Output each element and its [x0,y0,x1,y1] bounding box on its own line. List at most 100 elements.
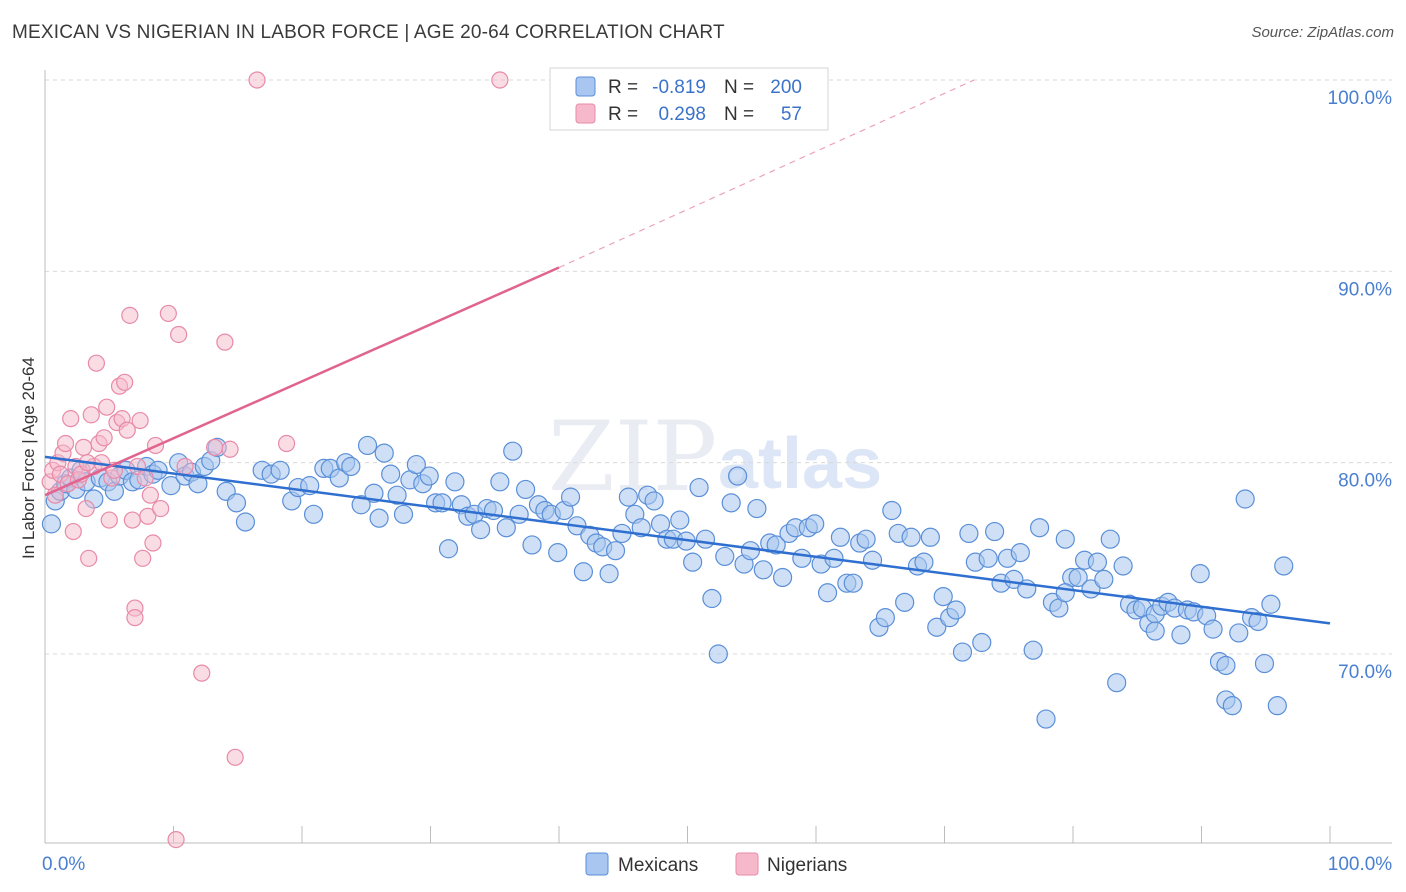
mexicans-point-92 [670,510,690,530]
nigerians-point-8 [62,410,80,428]
nigerians-point-35 [131,411,149,430]
mexicans-point-66 [503,441,523,461]
mexicans-point-161 [1113,556,1133,576]
y-tick-label-3: 70.0% [1338,662,1392,683]
mexicans-point-136 [952,642,973,662]
y-axis-label: In Labor Force | Age 20-64 [19,357,38,559]
nigerians-point-15 [80,549,98,567]
nigerians-trend-line [44,266,560,497]
mexicans-point-41 [341,456,361,477]
nigerians-point-50 [226,748,244,766]
nigerians-points [41,71,509,849]
mexicans-point-157 [1087,552,1108,572]
mexicans-point-127 [895,592,915,612]
mexicans-point-86 [631,518,651,538]
mexicans-point-125 [882,500,902,521]
legend-n-value-nigerians: 57 [781,104,802,125]
mexicans-point-148 [1029,518,1050,538]
mexicans-point-107 [766,535,786,555]
mexicans-point-119 [843,573,863,593]
mexicans-point-184 [1261,594,1281,614]
nigerians-trend-line-extended [558,79,975,269]
mexicans-point-75 [560,487,581,507]
nigerians-point-48 [216,333,234,351]
mexicans-point-170 [1171,625,1191,645]
chart-title: MEXICAN VS NIGERIAN IN LABOR FORCE | AGE… [12,22,725,43]
y-tick-label-2: 80.0% [1338,471,1392,492]
bottom-legend: Mexicans Nigerians [585,852,847,876]
mexicans-point-173 [1190,564,1210,584]
nigerians-point-43 [159,304,177,323]
nigerians-point-13 [74,438,93,456]
nigerians-point-42 [152,499,170,518]
mexicans-point-139 [972,632,992,653]
mexicans-point-105 [753,560,773,580]
nigerians-point-49 [221,440,239,458]
mexicans-point-135 [946,600,966,620]
grid [45,79,1392,655]
mexicans-point-115 [817,583,838,603]
nigerians-point-46 [193,664,211,682]
mexicans-point-158 [1094,569,1114,589]
x-tick-labels: 0.0% 100.0% [42,854,1392,875]
mexicans-point-124 [875,608,895,628]
mexicans-point-180 [1235,489,1255,509]
mexicans-point-48 [387,485,407,505]
nigerians-point-38 [139,507,157,525]
mexicans-point-97 [702,588,722,609]
mexicans-point-141 [985,521,1005,542]
mexicans-point-96 [695,529,716,549]
bottom-legend-swatch-nigerians [735,852,759,876]
legend-n-label-nigerians: N = [724,104,754,125]
mexicans-point-82 [605,541,626,561]
legend-n-label-mexicans: N = [724,77,754,98]
mexicans-point-145 [1010,542,1030,563]
nigerians-point-23 [100,511,118,529]
x-tick-label-0: 0.0% [42,854,85,875]
nigerians-point-40 [144,534,162,552]
mexicans-point-36 [303,504,324,524]
mexicans-point-0 [41,514,62,534]
mexicans-point-23 [188,474,208,494]
mexicans-point-68 [515,479,536,500]
nigerians-point-53 [491,71,509,89]
nigerians-point-51 [248,71,266,89]
watermark-atlas: atlas [718,424,882,504]
mexicans-point-81 [599,564,619,584]
mexicans-point-95 [689,477,709,498]
trend-lines [44,79,1331,625]
mexicans-point-57 [445,472,465,492]
nigerians-point-47 [206,438,224,456]
mexicans-point-69 [522,535,542,555]
mexicans-point-84 [618,487,638,507]
nigerians-point-56 [126,609,144,627]
mexicans-trend-line [44,455,1331,625]
mexicans-point-73 [548,542,568,563]
nigerians-point-30 [118,421,136,439]
mexicans-point-183 [1254,653,1275,674]
legend-r-value-mexicans: -0.819 [652,77,706,98]
nigerians-point-29 [116,373,134,391]
mexicans-point-98 [708,644,728,664]
mexicans-point-64 [490,472,510,492]
x-tick-label-1: 100.0% [1328,854,1393,875]
mexicans-point-113 [805,514,825,534]
nigerians-point-32 [123,511,141,529]
mexicans-point-154 [1068,567,1088,588]
mexicans-point-103 [740,541,761,561]
mexicans-point-131 [920,527,940,547]
legend-r-label-nigerians: R = [608,104,638,125]
mexicans-point-178 [1222,696,1242,716]
mexicans-point-77 [573,562,594,582]
nigerians-point-45 [176,457,194,476]
legend-swatch-nigerians [575,103,596,124]
nigerians-point-39 [141,486,159,504]
mexicans-point-101 [728,466,748,486]
mexicans-point-65 [496,518,516,538]
mexicans-point-185 [1267,696,1287,716]
mexicans-point-179 [1229,623,1249,643]
mexicans-points [41,435,1294,729]
mexicans-point-53 [419,466,439,486]
nigerians-point-44 [170,325,188,344]
